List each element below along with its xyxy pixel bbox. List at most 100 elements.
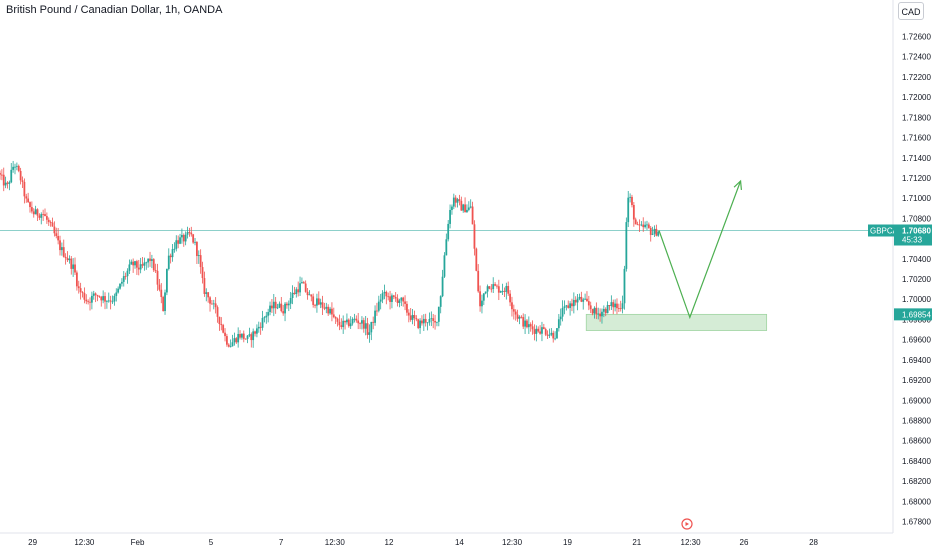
candle-body (205, 292, 208, 294)
candle-body (565, 305, 568, 307)
candle-body (2, 174, 5, 186)
candle-body (649, 227, 652, 235)
replay-icon-glyph (685, 522, 689, 526)
candle-body (74, 264, 76, 273)
candle-body (655, 228, 658, 236)
candle-body (132, 261, 135, 266)
y-tick-label: 1.68400 (902, 457, 931, 466)
candle-body (40, 214, 43, 218)
candle-body (49, 221, 52, 223)
candle-body (482, 293, 485, 301)
x-tick-label: 7 (279, 538, 284, 547)
candle-body (197, 255, 200, 257)
candle-body (460, 200, 463, 211)
candle-body (261, 317, 264, 328)
candle-body (135, 261, 138, 268)
candle-body (134, 261, 136, 266)
candle-body (192, 234, 195, 243)
candle-body (621, 303, 624, 309)
candle-body (548, 334, 551, 336)
candle-body (113, 295, 116, 302)
candle-body (353, 318, 356, 320)
candle-body (81, 292, 84, 293)
candle-body (98, 296, 101, 298)
x-tick-label: 21 (632, 538, 641, 547)
projection-path (658, 180, 742, 320)
candle-body (111, 301, 114, 303)
candle-body (597, 313, 600, 315)
candle-body (625, 222, 628, 269)
candle-body (424, 318, 427, 323)
candle-body (623, 268, 626, 304)
candle-body (372, 321, 375, 323)
candle-body (473, 224, 476, 249)
candle-body (537, 328, 540, 332)
candle-body (169, 255, 172, 258)
candle-body (651, 233, 654, 235)
candle-body (447, 223, 450, 240)
candle-body (359, 323, 361, 325)
candle-body (38, 215, 41, 218)
candle-body (407, 312, 410, 316)
candle-body (4, 182, 7, 186)
candle-body (608, 305, 611, 307)
candle-body (377, 301, 380, 311)
y-tick-label: 1.67800 (902, 518, 931, 527)
x-tick-label: 14 (455, 538, 464, 547)
candle-body (287, 303, 290, 306)
candle-body (391, 295, 393, 302)
candle-body (520, 316, 523, 318)
candle-body (139, 264, 142, 270)
candle-body (434, 320, 436, 323)
candle-body (314, 304, 316, 306)
candle-body (310, 294, 313, 297)
candle-body (526, 320, 528, 328)
candle-body (362, 320, 365, 329)
candle-body (272, 301, 275, 309)
currency-button[interactable]: CAD (898, 2, 924, 20)
candle-body (321, 302, 324, 308)
candle-body (576, 298, 579, 303)
candle-body (267, 312, 270, 316)
y-tick-label: 1.70000 (902, 295, 931, 304)
last-price-label: 1.70680 (902, 227, 931, 236)
candle-body (209, 297, 211, 304)
candle-body (522, 317, 525, 327)
candle-body (115, 292, 118, 296)
candle-body (511, 302, 513, 310)
candle-body (629, 196, 632, 198)
candle-body (361, 320, 363, 324)
candle-body (257, 326, 260, 329)
candle-body (514, 311, 517, 315)
candle-body (509, 293, 511, 303)
candle-body (501, 290, 504, 292)
candle-body (559, 316, 562, 320)
candle-body (464, 204, 466, 213)
candle-body (430, 318, 433, 320)
candle-body (57, 236, 60, 241)
candle-body (280, 303, 283, 312)
candle-body (242, 333, 245, 339)
candle-body (640, 224, 643, 226)
candle-body (128, 264, 131, 271)
candle-body (124, 276, 127, 277)
candle-body (415, 318, 418, 320)
candle-body (32, 211, 35, 215)
candle-body (17, 165, 20, 171)
candle-body (550, 332, 553, 335)
candle-body (203, 278, 206, 294)
candle-body (207, 292, 210, 298)
candle-body (496, 285, 498, 287)
y-tick-label: 1.72200 (902, 73, 931, 82)
candle-body (334, 317, 337, 319)
candle-body (120, 281, 123, 284)
last-price-tag (894, 224, 932, 246)
candle-body (589, 305, 592, 310)
candle-body (571, 303, 573, 307)
candle-body (436, 321, 438, 323)
candle-body (182, 234, 185, 242)
candle-body (122, 276, 125, 282)
candle-body (218, 316, 221, 325)
candle-body (646, 224, 648, 226)
